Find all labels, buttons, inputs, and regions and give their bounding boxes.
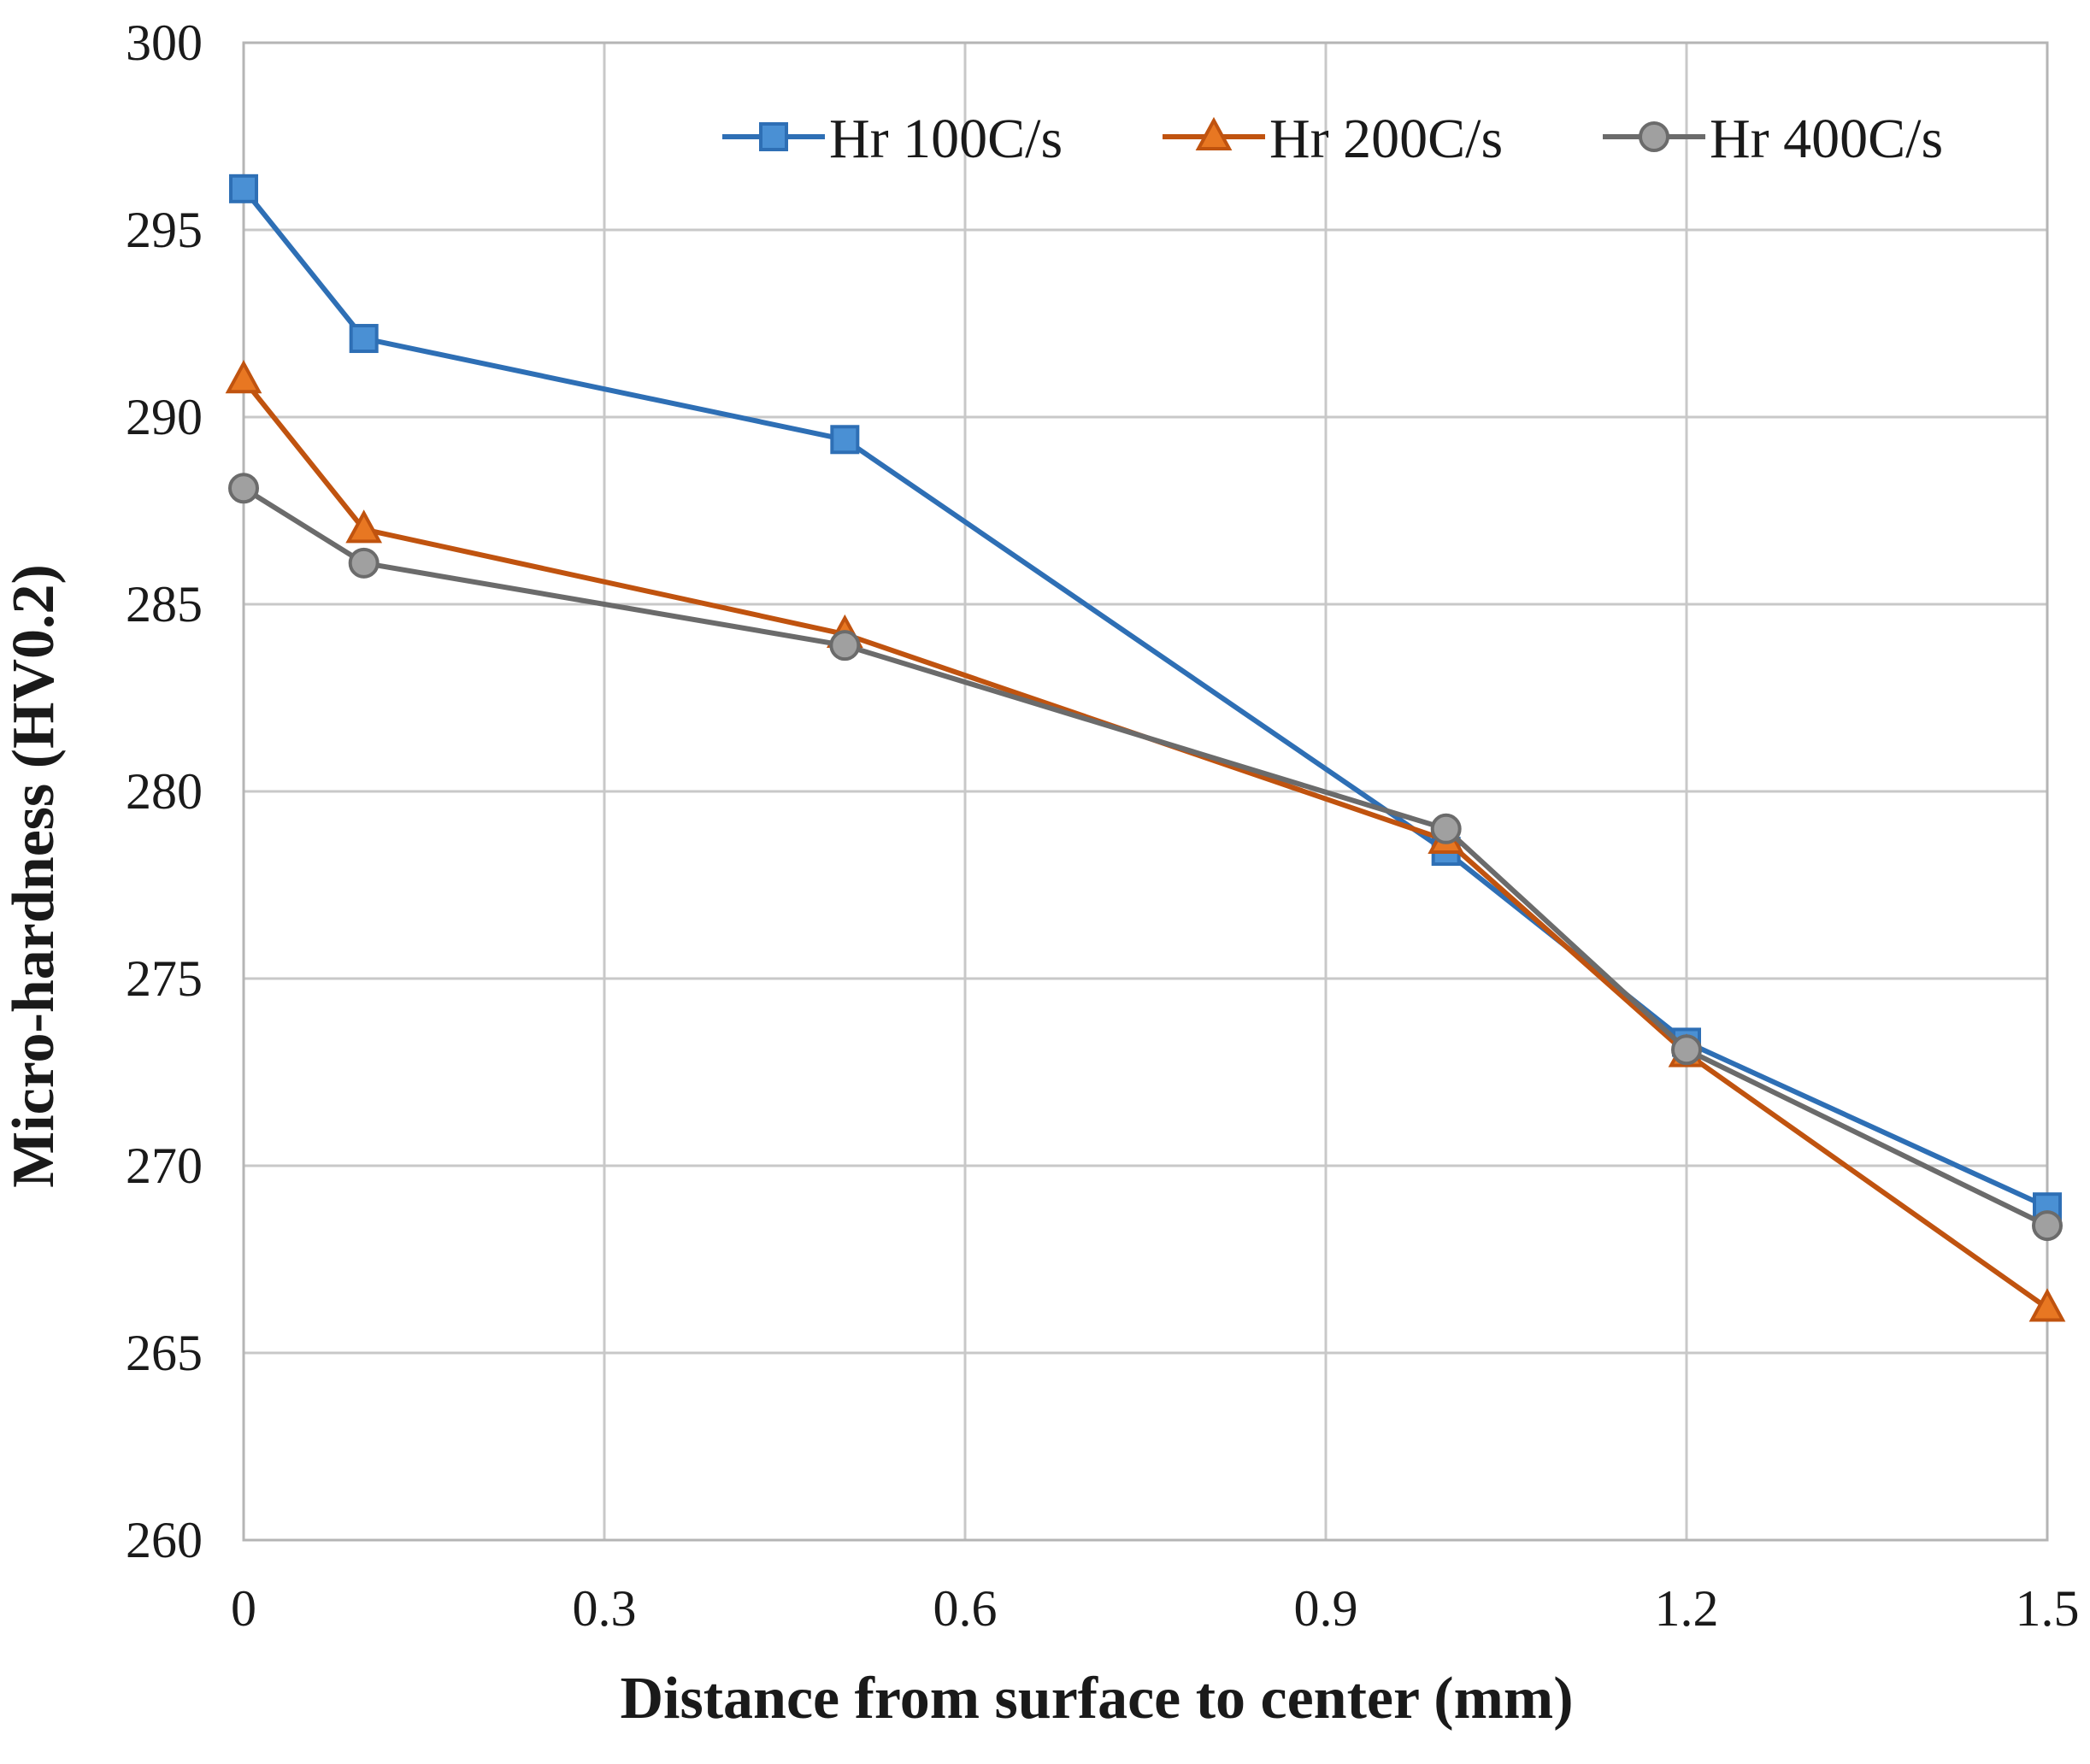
series-layer: [225, 173, 2066, 1322]
y-axis-title: Micro-hardness (HV0.2): [1, 564, 67, 1188]
y-tick-label: 280: [126, 763, 203, 820]
y-tick-label: 285: [126, 576, 203, 632]
data-point: [228, 473, 259, 504]
data-point: [2032, 1210, 2063, 1242]
legend-label: Hr 100C/s: [829, 108, 1063, 170]
y-tick-label: 275: [126, 950, 203, 1007]
legend-marker: [759, 122, 788, 151]
data-point: [229, 173, 258, 203]
series-circle: [228, 473, 2063, 1242]
legend-item: Hr 100C/s: [722, 108, 1063, 170]
tick-label-layer: 260 265 270 275 280 285 290 295 300 0 0.3 0.6 0.9 1.2…: [126, 15, 2080, 1637]
x-tick-label: 1.2: [1655, 1580, 1719, 1637]
data-point: [348, 547, 380, 579]
data-point: [2028, 1288, 2066, 1322]
y-tick-label: 300: [126, 15, 203, 71]
legend-item: Hr 200C/s: [1163, 108, 1503, 170]
y-tick-label: 260: [126, 1512, 203, 1568]
x-tick-label: 0.3: [573, 1580, 637, 1637]
y-tick-label: 295: [126, 202, 203, 258]
y-tick-label: 290: [126, 389, 203, 445]
series-line: [241, 186, 2049, 1209]
y-tick-label: 265: [126, 1325, 203, 1381]
x-tick-label: 0: [231, 1580, 256, 1637]
data-point: [225, 360, 262, 394]
legend-label: Hr 400C/s: [1710, 108, 1943, 170]
data-point: [349, 324, 379, 354]
data-point: [829, 630, 861, 662]
data-point: [345, 509, 383, 544]
x-tick-label: 1.5: [2016, 1580, 2080, 1637]
legend: Hr 100C/s Hr 200C/s Hr 400C/s: [722, 108, 1943, 170]
y-tick-label: 270: [126, 1138, 203, 1194]
data-point: [1430, 813, 1462, 844]
legend-marker: [1195, 116, 1233, 150]
plot-frame: [242, 41, 2049, 1542]
series-line: [242, 485, 2049, 1228]
x-tick-label: 0.6: [933, 1580, 998, 1637]
legend-item: Hr 400C/s: [1603, 108, 1943, 170]
data-point: [830, 425, 860, 455]
x-tick-label: 0.9: [1294, 1580, 1358, 1637]
x-axis-title: Distance from surface to center (mm): [620, 1666, 1573, 1732]
legend-marker: [1639, 121, 1669, 152]
data-point: [1671, 1034, 1702, 1066]
legend-label: Hr 200C/s: [1269, 108, 1503, 170]
